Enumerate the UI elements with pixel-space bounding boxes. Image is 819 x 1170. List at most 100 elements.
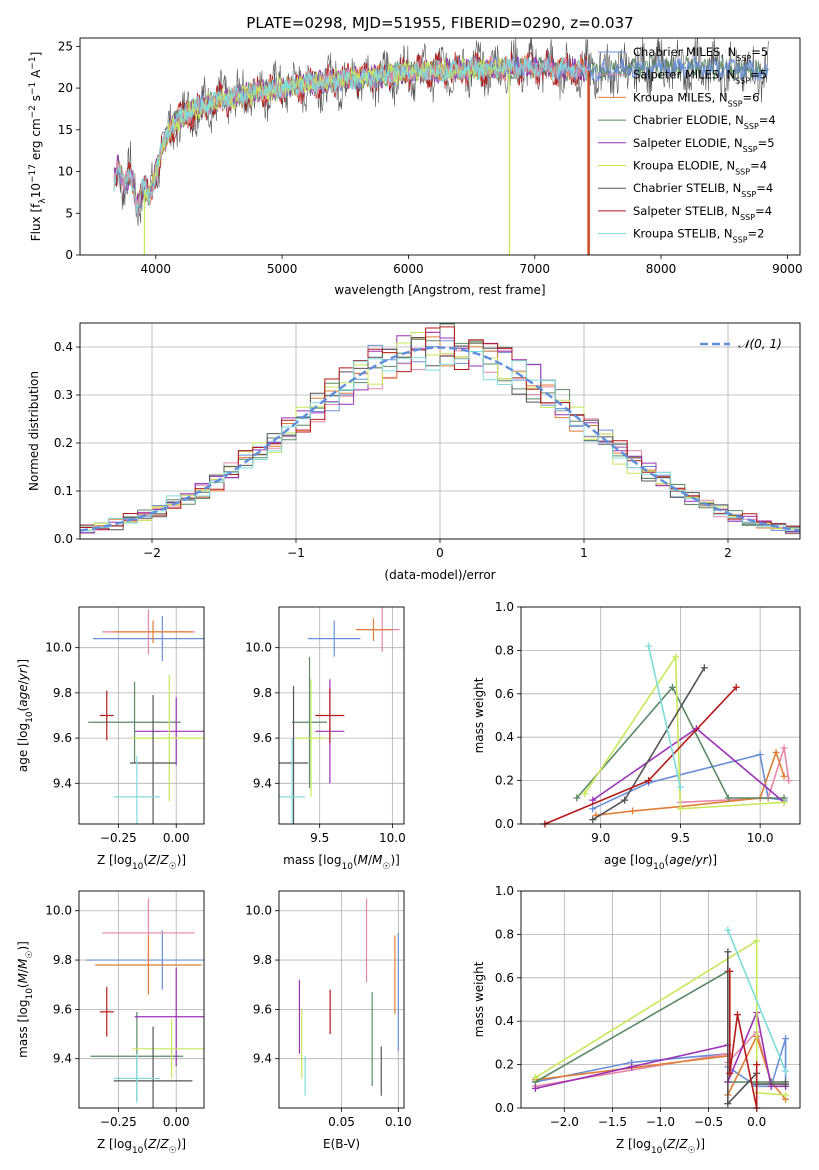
y-tick-label: 0.8 xyxy=(495,927,514,941)
y-tick-label: 9.4 xyxy=(253,776,272,790)
x-axis-label: Z [log10(Z/Z☉)] xyxy=(97,853,186,872)
plus-marker xyxy=(700,664,708,672)
y-tick-label: 9.8 xyxy=(253,953,272,967)
x-axis-label: Z [log10(Z/Z☉)] xyxy=(616,1137,705,1156)
mass-vs-metallicity-panel: −0.25 0.00 9.4 9.6 9.8 10.0 Z [log10(Z/Z☉)] mas… xyxy=(16,890,205,1156)
plus-marker xyxy=(782,1035,790,1043)
legend-label: Kroupa ELODIE, NSSP=4 xyxy=(633,159,767,177)
histogram-step-series-6 xyxy=(80,337,800,534)
y-axis-label: age [log10(age/yr)] xyxy=(16,659,35,772)
x-tick-label: 10.0 xyxy=(379,831,406,845)
y-tick-label: 9.4 xyxy=(253,1052,272,1066)
y-tick-label: 20 xyxy=(58,81,73,95)
x-tick-label: 0.0 xyxy=(747,1115,766,1129)
y-tick-label: 15 xyxy=(58,123,73,137)
residual-histogram-panel: −2 −1 0 1 2 0.0 0.1 0.2 0.3 0.4 𝒩(0, 1) (data-model… xyxy=(27,322,801,582)
legend-label: Chabrier MILES, NSSP=5 xyxy=(633,45,768,63)
y-tick-label: 0 xyxy=(65,248,73,262)
error-bar-point xyxy=(99,690,114,741)
y-tick-label: 9.6 xyxy=(53,1002,72,1016)
plus-marker xyxy=(676,805,684,813)
x-tick-label: 5000 xyxy=(267,262,298,276)
x-tick-label: 0.00 xyxy=(163,1115,190,1129)
x-tick-label: 9.5 xyxy=(310,831,329,845)
y-tick-label: 0.2 xyxy=(54,436,73,450)
x-axis-label: wavelength [Angstrom, rest frame] xyxy=(334,283,545,297)
figure-title: PLATE=0298, MJD=51955, FIBERID=0290, z=0… xyxy=(246,14,633,32)
x-tick-label: 9.0 xyxy=(591,831,610,845)
error-bar-point xyxy=(113,1053,161,1104)
histogram-step-series-8 xyxy=(80,351,800,532)
weight-line-series-5 xyxy=(584,654,785,810)
legend-label: Chabrier STELIB, NSSP=4 xyxy=(633,181,773,199)
axes-frame xyxy=(520,890,801,1109)
weight-line-series-2 xyxy=(595,749,785,817)
x-tick-label: 0 xyxy=(436,546,444,560)
plus-marker xyxy=(724,1100,732,1108)
mass-vs-ebv-panel: 0.05 0.10 9.4 9.6 9.8 10.0 E(B-V) xyxy=(245,890,412,1151)
x-tick-label: −1.0 xyxy=(646,1115,675,1129)
axes-frame xyxy=(278,606,405,825)
x-tick-label: 4000 xyxy=(141,262,172,276)
legend-label: Chabrier ELODIE, NSSP=4 xyxy=(633,113,776,131)
y-tick-label: 0.4 xyxy=(495,1014,514,1028)
error-bar-point xyxy=(132,674,204,802)
plus-marker xyxy=(573,794,581,802)
y-tick-label: 0.0 xyxy=(54,532,73,546)
y-tick-label: 9.8 xyxy=(53,953,72,967)
y-tick-label: 10.0 xyxy=(45,641,72,655)
error-bar-point xyxy=(88,681,181,763)
y-tick-label: 9.6 xyxy=(253,1002,272,1016)
plus-marker xyxy=(531,1084,539,1092)
plus-marker xyxy=(581,790,589,798)
error-bar-point xyxy=(134,697,204,766)
y-axis-label: Normed distribution xyxy=(27,371,41,491)
error-bar-point xyxy=(132,1019,204,1079)
error-bar-point xyxy=(296,679,326,797)
error-bar-point xyxy=(315,688,345,743)
y-tick-label: 0.1 xyxy=(54,484,73,498)
x-tick-label: −2 xyxy=(143,546,161,560)
y-tick-label: 9.4 xyxy=(53,776,72,790)
plus-marker xyxy=(621,796,629,804)
weight-vs-metallicity-panel: −2.0 −1.5 −1.0 −0.5 0.0 0.0 0.2 0.4 0.6 0.8 1.0 Z [… xyxy=(472,884,801,1156)
spectrum-line-series-6 xyxy=(113,38,769,227)
y-tick-label: 1.0 xyxy=(495,884,514,898)
plus-marker xyxy=(726,967,734,975)
axes-frame xyxy=(78,890,205,1109)
plus-marker xyxy=(589,805,597,813)
plus-marker xyxy=(724,926,732,934)
y-tick-label: 0.0 xyxy=(495,817,514,831)
y-tick-label: 0.4 xyxy=(495,730,514,744)
x-tick-label: 9000 xyxy=(772,262,803,276)
error-bar-point xyxy=(92,616,204,662)
y-tick-label: 0.6 xyxy=(495,687,514,701)
error-bar-point xyxy=(134,967,204,1067)
plus-marker xyxy=(724,794,732,802)
y-tick-label: 0.3 xyxy=(54,388,73,402)
y-tick-label: 10.0 xyxy=(245,641,272,655)
x-tick-label: 1 xyxy=(580,546,588,560)
x-axis-label: age [log10(age/yr)] xyxy=(604,853,717,872)
plus-marker xyxy=(668,683,676,691)
x-axis-label: E(B-V) xyxy=(323,1137,360,1151)
plus-marker xyxy=(726,1069,734,1077)
plus-marker xyxy=(733,1011,741,1019)
plus-marker xyxy=(782,1091,790,1099)
y-tick-label: 5 xyxy=(65,206,73,220)
plus-marker xyxy=(756,751,764,759)
x-tick-label: 0.10 xyxy=(385,1115,412,1129)
plus-marker xyxy=(672,653,680,661)
y-tick-label: 0.2 xyxy=(495,774,514,788)
error-bar-point xyxy=(279,738,306,824)
y-tick-label: 1.0 xyxy=(495,600,514,614)
error-bar-point xyxy=(279,686,309,824)
y-axis-label: mass weight xyxy=(472,961,486,1037)
y-tick-label: 25 xyxy=(58,39,73,53)
weight-line-series-5 xyxy=(534,939,786,1096)
legend-label: Salpeter STELIB, NSSP=4 xyxy=(633,204,772,222)
histogram-step-series-4 xyxy=(80,331,800,534)
error-bar-point xyxy=(95,935,202,995)
plus-marker xyxy=(629,807,637,815)
